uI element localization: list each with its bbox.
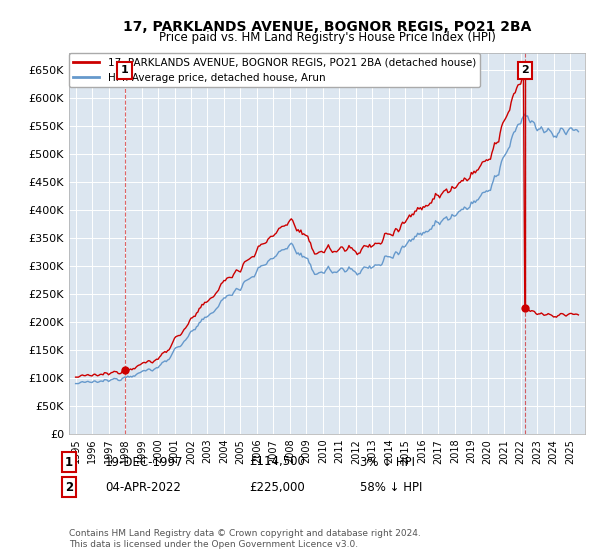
Text: 1: 1 [65,455,73,469]
Text: 19-DEC-1997: 19-DEC-1997 [105,455,184,469]
Legend: 17, PARKLANDS AVENUE, BOGNOR REGIS, PO21 2BA (detached house), HPI: Average pric: 17, PARKLANDS AVENUE, BOGNOR REGIS, PO21… [69,53,480,87]
Text: 1: 1 [121,66,128,76]
Text: 17, PARKLANDS AVENUE, BOGNOR REGIS, PO21 2BA: 17, PARKLANDS AVENUE, BOGNOR REGIS, PO21… [123,20,531,34]
Text: 2: 2 [521,66,529,76]
Text: Contains HM Land Registry data © Crown copyright and database right 2024.
This d: Contains HM Land Registry data © Crown c… [69,529,421,549]
Text: £114,500: £114,500 [249,455,305,469]
Text: 58% ↓ HPI: 58% ↓ HPI [360,480,422,494]
Text: Price paid vs. HM Land Registry's House Price Index (HPI): Price paid vs. HM Land Registry's House … [158,31,496,44]
Text: £225,000: £225,000 [249,480,305,494]
Text: 04-APR-2022: 04-APR-2022 [105,480,181,494]
Text: 2: 2 [65,480,73,494]
Text: 3% ↓ HPI: 3% ↓ HPI [360,455,415,469]
